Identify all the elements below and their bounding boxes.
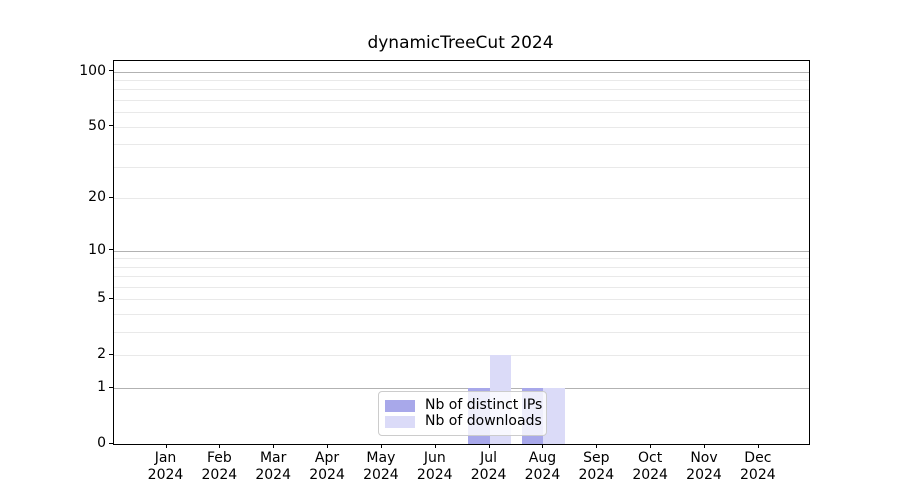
- y-tick-label: 100: [79, 62, 106, 79]
- y-tick-mark: [109, 70, 113, 72]
- x-tick-year: 2024: [524, 466, 561, 483]
- legend-swatch-downloads: [385, 415, 415, 428]
- legend-label-downloads: Nb of downloads: [425, 413, 542, 429]
- x-tick-mark: [596, 444, 598, 448]
- minor-gridline: [114, 166, 809, 168]
- major-gridline: [114, 250, 809, 252]
- x-tick-label: Jan 2024: [136, 450, 196, 483]
- y-tick-mark: [109, 297, 113, 299]
- x-tick-label: Apr 2024: [297, 450, 357, 483]
- x-tick-month: Mar: [259, 450, 287, 466]
- x-tick-mark: [650, 444, 652, 448]
- y-tick-label: 5: [97, 290, 106, 307]
- x-tick-mark: [380, 444, 382, 448]
- x-tick-label: Mar 2024: [243, 450, 303, 483]
- x-tick-month: Sep: [583, 450, 610, 466]
- minor-gridline: [114, 299, 809, 301]
- x-tick-month: Jun: [423, 450, 446, 466]
- x-tick-year: 2024: [309, 466, 345, 483]
- x-tick-label: Feb 2024: [189, 450, 249, 483]
- x-tick-label: May 2024: [351, 450, 411, 483]
- minor-gridline: [114, 314, 809, 316]
- major-gridline: [114, 71, 809, 73]
- minor-gridline: [114, 198, 809, 200]
- minor-gridline: [114, 276, 809, 278]
- x-tick-mark: [165, 444, 167, 448]
- x-tick-mark: [542, 444, 544, 448]
- minor-gridline: [114, 258, 809, 260]
- x-tick-mark: [704, 444, 705, 448]
- x-tick-year: 2024: [578, 466, 615, 483]
- y-tick-label: 20: [88, 189, 106, 206]
- bar-downloads: [543, 388, 565, 444]
- x-tick-month: Nov: [690, 450, 718, 466]
- x-tick-month: Aug: [528, 450, 557, 466]
- legend-swatch-distinct-ips: [385, 399, 415, 412]
- x-tick-label: Sep 2024: [566, 450, 626, 483]
- x-tick-year: 2024: [740, 466, 776, 483]
- y-tick-label: 1: [97, 379, 106, 396]
- y-tick-mark: [109, 386, 113, 388]
- x-tick-year: 2024: [363, 466, 399, 483]
- plot-area: [113, 60, 810, 445]
- x-tick-month: Oct: [638, 450, 663, 466]
- x-tick-mark: [327, 444, 329, 448]
- y-tick-mark: [109, 196, 113, 198]
- legend-item: Nb of distinct IPs: [385, 398, 542, 413]
- x-tick-month: Jul: [480, 450, 498, 466]
- x-tick-mark: [273, 444, 275, 448]
- x-tick-label: Nov 2024: [674, 450, 734, 483]
- minor-gridline: [114, 126, 809, 128]
- minor-gridline: [114, 144, 809, 146]
- x-tick-label: Oct 2024: [620, 450, 680, 483]
- legend: Nb of distinct IPs Nb of downloads: [378, 391, 547, 436]
- y-tick-mark: [109, 125, 113, 127]
- minor-gridline: [114, 89, 809, 91]
- x-tick-year: 2024: [632, 466, 668, 483]
- y-tick-label: 10: [88, 241, 106, 258]
- x-tick-year: 2024: [201, 466, 238, 483]
- minor-gridline: [114, 286, 809, 288]
- x-tick-mark: [219, 444, 221, 448]
- major-gridline: [114, 388, 809, 390]
- x-tick-year: 2024: [416, 466, 453, 483]
- x-tick-mark: [434, 444, 436, 448]
- x-tick-month: Jan: [154, 450, 177, 466]
- minor-gridline: [114, 332, 809, 334]
- x-tick-year: 2024: [470, 466, 507, 483]
- minor-gridline: [114, 355, 809, 357]
- chart-title: dynamicTreeCut 2024: [367, 33, 554, 53]
- minor-gridline: [114, 266, 809, 268]
- y-tick-label: 2: [97, 346, 106, 363]
- y-tick-mark: [109, 442, 113, 444]
- x-tick-year: 2024: [686, 466, 722, 483]
- minor-gridline: [114, 112, 809, 114]
- x-tick-mark: [488, 444, 490, 448]
- x-tick-label: Aug 2024: [512, 450, 572, 483]
- y-tick-mark: [109, 249, 113, 250]
- x-tick-month: May: [366, 450, 396, 466]
- x-tick-label: Jun 2024: [405, 450, 465, 483]
- x-tick-month: Apr: [314, 450, 340, 466]
- x-tick-year: 2024: [255, 466, 291, 483]
- minor-gridline: [114, 80, 809, 81]
- x-tick-month: Dec: [744, 450, 772, 466]
- y-tick-label: 50: [88, 117, 106, 134]
- y-tick-label: 0: [97, 435, 106, 451]
- legend-item: Nb of downloads: [385, 414, 542, 429]
- x-tick-year: 2024: [147, 466, 184, 483]
- x-tick-label: Dec 2024: [728, 450, 788, 483]
- legend-label-distinct-ips: Nb of distinct IPs: [425, 397, 543, 413]
- y-tick-mark: [109, 353, 113, 355]
- x-tick-mark: [757, 444, 759, 448]
- x-tick-label: Jul 2024: [459, 450, 519, 483]
- minor-gridline: [114, 100, 809, 102]
- x-tick-month: Feb: [206, 450, 232, 466]
